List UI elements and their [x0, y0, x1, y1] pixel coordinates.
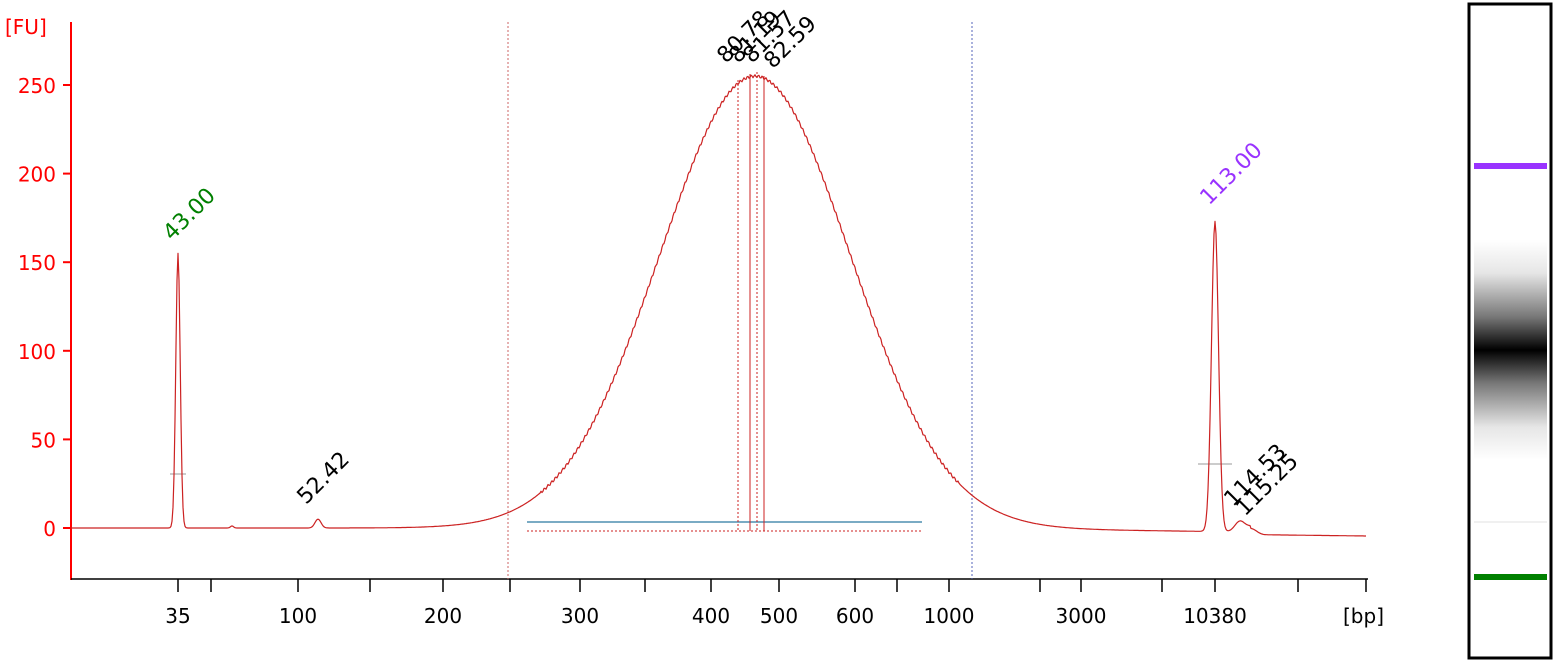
x-tick-label: 500 [760, 604, 798, 628]
x-tick-label: 400 [692, 604, 730, 628]
peak-label: 52.42 [293, 447, 355, 509]
x-tick-label: 10380 [1183, 604, 1247, 628]
gel-lane [1467, 2, 1553, 660]
y-axis-label: [FU] [5, 15, 47, 39]
gel-band-lower-marker [1474, 574, 1547, 580]
x-tick-label: 35 [165, 604, 190, 628]
x-tick-label: 3000 [1056, 604, 1107, 628]
y-tick-label: 200 [18, 163, 56, 187]
x-axis-label: [bp] [1343, 604, 1384, 628]
peak-label: 113.00 [1196, 138, 1268, 210]
peak-label: 43.00 [159, 183, 221, 245]
y-tick-label: 50 [31, 428, 56, 452]
gel-band-upper-marker [1474, 163, 1547, 169]
region-guides [170, 22, 1232, 579]
x-tick-label: 1000 [924, 604, 975, 628]
x-tick-label: 200 [424, 604, 462, 628]
fluorescence-trace [71, 74, 1366, 537]
y-tick-label: 100 [18, 340, 56, 364]
y-tick-label: 150 [18, 251, 56, 275]
x-tick-label: 300 [561, 604, 599, 628]
gel-faint-band [1474, 521, 1547, 523]
axes: [FU] [bp] [5, 15, 1384, 628]
x-tick-label: 600 [836, 604, 874, 628]
y-tick-label: 250 [18, 74, 56, 98]
x-tick-label: 100 [279, 604, 317, 628]
gel-smear [1474, 240, 1547, 460]
y-tick-label: 0 [43, 517, 56, 541]
